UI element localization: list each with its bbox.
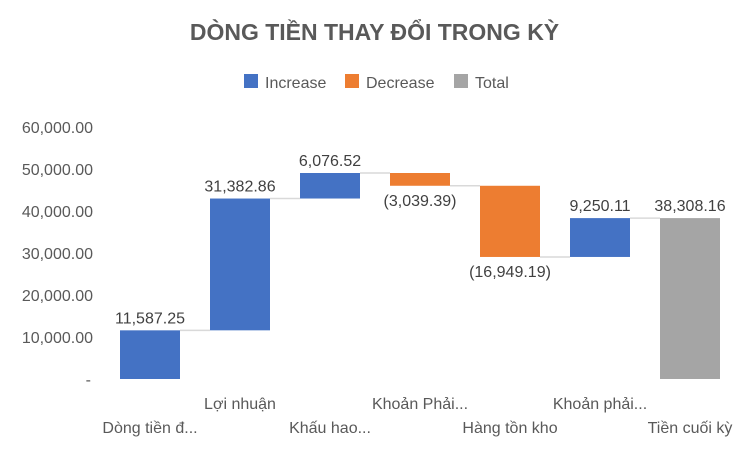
legend-swatch-decrease	[345, 74, 359, 88]
category-label: Khoản Phải...	[372, 396, 468, 413]
y-axis: 60,000.00 50,000.00 40,000.00 30,000.00 20,0…	[22, 120, 93, 389]
legend-label-increase: Increase	[265, 75, 326, 92]
chart-title: DÒNG TIỀN THAY ĐỔI TRONG KỲ	[190, 18, 559, 45]
category-label: Dòng tiền đ...	[102, 420, 197, 437]
category-label: Tiền cuối kỳ	[648, 420, 733, 437]
data-label: 9,250.11	[569, 198, 630, 215]
legend-label-total: Total	[475, 75, 509, 92]
y-tick-label: 50,000.00	[22, 162, 93, 179]
data-labels: 11,587.25 31,382.86 6,076.52 (3,039.39) (16,…	[115, 153, 726, 327]
y-tick-label: 10,000.00	[22, 330, 93, 347]
category-label: Lợi nhuận	[204, 396, 276, 413]
data-label: 6,076.52	[299, 153, 361, 170]
bar-increase	[120, 330, 180, 379]
bar-increase	[570, 218, 630, 257]
category-label: Khoản phải...	[553, 396, 647, 413]
bars	[120, 173, 720, 379]
data-label: (16,949.19)	[469, 264, 551, 281]
bar-increase	[300, 173, 360, 199]
data-label: 11,587.25	[115, 310, 185, 327]
y-tick-label: 60,000.00	[22, 120, 93, 137]
y-tick-label: 20,000.00	[22, 288, 93, 305]
legend-label-decrease: Decrease	[366, 75, 435, 92]
legend: Increase Decrease Total	[244, 74, 509, 92]
y-tick-label: 40,000.00	[22, 204, 93, 221]
y-tick-label: -	[86, 372, 91, 389]
bar-increase	[210, 198, 270, 331]
data-label: 31,382.86	[204, 179, 275, 196]
connector-lines	[180, 172, 660, 332]
category-label: Hàng tồn kho	[462, 420, 557, 437]
bar-total	[660, 218, 720, 379]
bar-decrease	[480, 185, 540, 257]
data-label: 38,308.16	[654, 198, 725, 215]
legend-swatch-total	[454, 74, 468, 88]
legend-swatch-increase	[244, 74, 258, 88]
y-tick-label: 30,000.00	[22, 246, 93, 263]
data-label: (3,039.39)	[384, 193, 457, 210]
bar-decrease	[390, 173, 450, 186]
category-label: Khấu hao...	[289, 420, 371, 437]
